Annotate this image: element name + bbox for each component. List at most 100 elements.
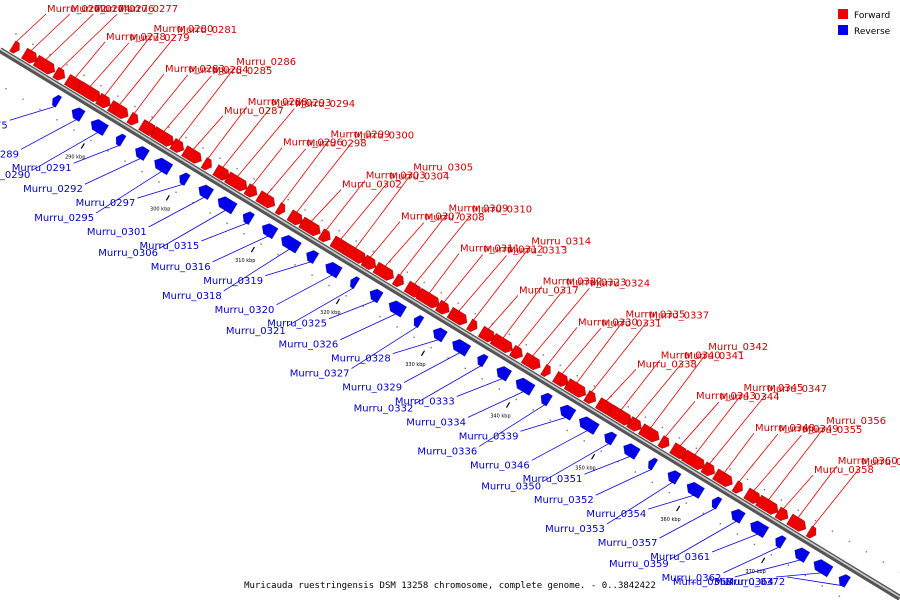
legend-forward-swatch — [838, 9, 848, 19]
forward-gene-arrow — [317, 228, 331, 243]
reverse-leader-line — [542, 442, 610, 482]
reverse-leader-line — [595, 468, 652, 496]
reverse-gene-label: Murru_0364 — [714, 577, 774, 588]
minor-tick — [838, 595, 841, 597]
minor-tick — [593, 385, 595, 387]
legend-reverse-label: Reverse — [854, 27, 891, 37]
reverse-leader-line — [159, 209, 227, 249]
reverse-gene-label: Murru_0290 — [0, 170, 30, 181]
reverse-leader-line — [734, 559, 801, 578]
forward-gene-label: Murru_0312 — [484, 245, 544, 256]
reverse-gene-arrow — [667, 470, 682, 485]
minor-tick — [49, 53, 51, 56]
forward-gene-arrow — [243, 183, 258, 198]
reverse-leader-line — [20, 118, 78, 150]
forward-gene-label: Murru_0288 — [248, 97, 308, 108]
forward-gene-label: Murru_0281 — [177, 25, 237, 36]
forward-gene-label: Murru_0338 — [637, 359, 697, 370]
forward-leader-line — [192, 115, 224, 151]
forward-gene-arrow — [606, 404, 632, 426]
legend-reverse-swatch — [838, 25, 848, 35]
genome-backbone-highlight — [0, 48, 900, 598]
reverse-leader-line — [392, 339, 439, 354]
reverse-leader-line — [328, 300, 376, 320]
forward-gene-label: Murru_0337 — [649, 310, 709, 321]
forward-gene-label: Murru_0322 — [543, 276, 603, 287]
forward-leader-line — [251, 147, 283, 186]
minor-tick — [277, 253, 279, 256]
forward-gene-label: Murru_0343 — [696, 391, 756, 402]
reverse-gene-label: Murru_0363 — [673, 577, 733, 588]
forward-gene-arrow — [9, 40, 20, 54]
forward-leader-line — [738, 433, 779, 483]
forward-gene-arrow — [551, 370, 569, 388]
forward-gene-label: Murru_0367 — [862, 457, 900, 468]
minor-tick — [787, 564, 790, 566]
minor-tick — [430, 346, 432, 349]
scale-tick — [165, 194, 170, 201]
forward-gene-arrow — [180, 145, 202, 164]
forward-leader-line — [281, 139, 330, 204]
reverse-gene-arrow — [813, 559, 834, 578]
minor-tick — [304, 209, 306, 211]
reverse-gene-label: Murru_0275 — [0, 120, 8, 131]
forward-gene-label: Murru_0311 — [460, 244, 520, 255]
reverse-gene-arrow — [775, 535, 787, 549]
forward-gene-label: Murru_0324 — [590, 278, 650, 289]
forward-leader-line — [236, 108, 295, 178]
reverse-gene-label: Murru_0350 — [481, 481, 541, 492]
scale-tick-label: 330 kbp — [405, 362, 425, 368]
reverse-gene-arrow — [242, 211, 256, 226]
minor-tick — [746, 478, 749, 481]
minor-tick — [32, 43, 34, 46]
reverse-gene-arrow — [71, 107, 86, 122]
forward-leader-line — [576, 319, 625, 384]
reverse-gene-arrow — [369, 288, 384, 304]
reverse-gene-label: Murru_0351 — [523, 474, 583, 485]
minor-tick — [389, 261, 391, 263]
scale-tick-label: 290 kbp — [65, 155, 85, 161]
forward-gene-arrow — [625, 416, 642, 432]
reverse-leader-line — [276, 274, 333, 306]
forward-gene-arrow — [700, 461, 716, 477]
forward-gene-arrow — [637, 423, 660, 443]
reverse-leader-line — [659, 507, 716, 539]
minor-tick — [243, 233, 245, 235]
forward-gene-arrow — [200, 156, 212, 171]
minor-tick — [821, 585, 824, 587]
reverse-gene-label: Murru_0291 — [12, 163, 72, 174]
reverse-gene-arrow — [515, 377, 536, 396]
reverse-gene-label: Murru_0372 — [725, 577, 785, 588]
reverse-gene-arrow — [432, 327, 448, 343]
forward-gene-label: Murru_0298 — [307, 139, 367, 150]
reverse-gene-arrow — [51, 94, 63, 108]
minor-tick — [729, 468, 732, 470]
reverse-leader-line — [84, 157, 142, 185]
forward-gene-arrow — [680, 449, 706, 471]
reverse-gene-arrow — [306, 250, 320, 265]
forward-gene-arrow — [212, 164, 230, 181]
scale-tick — [761, 557, 766, 564]
minor-tick — [83, 74, 85, 77]
forward-gene-arrow — [52, 66, 66, 81]
reverse-gene-label: Murru_0321 — [226, 326, 286, 337]
minor-tick — [627, 406, 630, 408]
leader-line-layer — [9, 13, 861, 587]
forward-leader-line — [561, 328, 602, 375]
reverse-leader-line — [264, 261, 312, 277]
reverse-leader-line — [787, 576, 844, 587]
forward-leader-line — [620, 360, 661, 411]
minor-tick — [100, 85, 102, 87]
reverse-gene-arrow — [578, 416, 600, 436]
minor-tick — [209, 212, 211, 214]
reverse-gene-arrow — [604, 431, 618, 446]
reverse-leader-line — [95, 170, 163, 214]
forward-leader-line — [797, 465, 838, 519]
forward-gene-label: Murru_0360 — [838, 456, 898, 467]
reverse-leader-line — [9, 105, 56, 121]
forward-gene-label: Murru_0323 — [567, 277, 627, 288]
forward-gene-arrow — [520, 351, 541, 371]
forward-gene-label: Murru_0355 — [803, 425, 863, 436]
forward-gene-label: Murru_0313 — [508, 246, 568, 257]
forward-leader-line — [753, 434, 802, 492]
